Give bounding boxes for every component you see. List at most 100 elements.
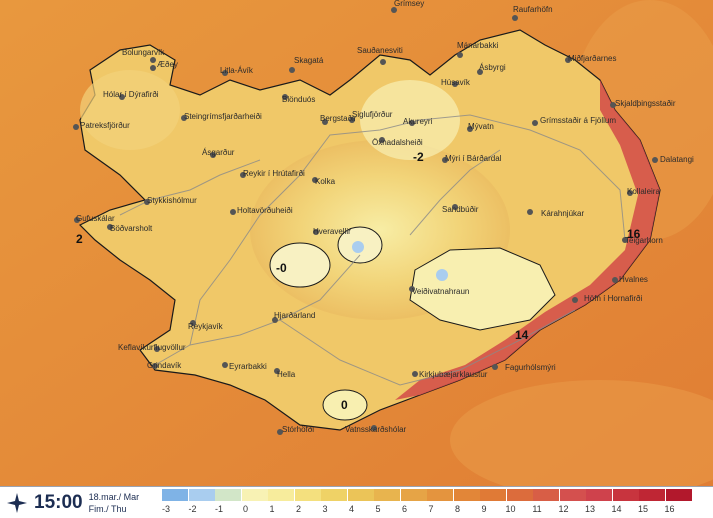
station-label: Kirkjubæjarklaustur bbox=[419, 370, 488, 379]
station-marker bbox=[572, 297, 578, 303]
station-marker bbox=[627, 190, 633, 196]
station-marker bbox=[282, 94, 288, 100]
station-label: Kollaleira bbox=[627, 187, 660, 196]
station-label: Reykir í Hrútafirði bbox=[243, 169, 305, 178]
legend-tick-label: 2 bbox=[295, 504, 302, 514]
temperature-value: 14 bbox=[515, 328, 529, 342]
station-label: Stykkishólmur bbox=[147, 196, 197, 205]
station-label: Höfn í Hornafirði bbox=[584, 294, 642, 303]
legend-swatch bbox=[612, 489, 639, 501]
time-block: 15:00 18.mar./ Mar Fim./ Thu bbox=[0, 487, 160, 518]
station-label: Böðvarsholt bbox=[110, 224, 153, 233]
station-marker bbox=[409, 120, 415, 126]
station-marker bbox=[532, 120, 538, 126]
station-marker bbox=[467, 126, 473, 132]
station-label: Bergstaðir bbox=[320, 114, 357, 123]
station-label: Steingrímsfjarðarheiði bbox=[184, 112, 262, 121]
station-marker bbox=[565, 57, 571, 63]
station-label: Kárahnjúkar bbox=[541, 209, 584, 218]
station-label: Fagurhólsmýri bbox=[505, 363, 556, 372]
station-label: Bolungarvík bbox=[122, 48, 165, 57]
legend-swatch bbox=[188, 489, 215, 501]
station-label: Keflavíkurflugvöllur bbox=[118, 343, 186, 352]
temperature-labels: -2 2 -0 0 14 16 bbox=[76, 150, 641, 412]
temperature-value: 16 bbox=[627, 227, 641, 241]
legend-swatch bbox=[639, 489, 665, 501]
station-marker bbox=[230, 209, 236, 215]
temperature-value: 0 bbox=[341, 398, 348, 412]
station-label: Akureyri bbox=[403, 117, 433, 126]
temperature-value: -2 bbox=[413, 150, 424, 164]
legend-tick-label: 11 bbox=[532, 504, 542, 514]
glacier-outline bbox=[322, 389, 368, 421]
station-label: Húsavík bbox=[441, 78, 471, 87]
forecast-date-line2: Fim./ Thu bbox=[88, 504, 127, 514]
station-label: Hveravellir bbox=[313, 227, 351, 236]
station-marker bbox=[622, 237, 628, 243]
legend-tick-label: 12 bbox=[558, 504, 569, 514]
station-label: Holtavörðuheiði bbox=[237, 206, 293, 215]
station-marker bbox=[274, 368, 280, 374]
station-marker bbox=[412, 371, 418, 377]
legend-tick-label: 15 bbox=[637, 504, 649, 514]
station-label: Veiðivatnahraun bbox=[412, 287, 469, 296]
legend-tick-label: 0 bbox=[242, 504, 249, 514]
station-label: Reykjavík bbox=[188, 322, 224, 331]
station-marker bbox=[477, 69, 483, 75]
station-label: Litla-Ávík bbox=[220, 66, 254, 75]
westfjords-area bbox=[80, 70, 180, 150]
station-label: Mánárbakki bbox=[457, 41, 499, 50]
station-marker bbox=[181, 115, 187, 121]
station-marker bbox=[409, 286, 415, 292]
station-label: Kolka bbox=[315, 177, 336, 186]
station-marker bbox=[190, 320, 196, 326]
station-marker bbox=[527, 209, 533, 215]
station-label: Teigarhorn bbox=[625, 236, 663, 245]
temperature-map: Grímsey Raufarhöfn Sauðanesviti Mánárbakki B… bbox=[0, 0, 713, 486]
station-marker bbox=[150, 65, 156, 71]
legend-tick-label: 1 bbox=[269, 504, 275, 514]
station-marker bbox=[210, 152, 216, 158]
station-label: Patreksfjörður bbox=[80, 121, 130, 130]
station-label: Stórhöfði bbox=[282, 425, 314, 434]
temperature-value: -0 bbox=[276, 261, 287, 275]
station-label: Eyrarbakki bbox=[229, 362, 267, 371]
legend-swatch bbox=[453, 489, 480, 501]
station-marker bbox=[240, 172, 246, 178]
legend-swatch bbox=[427, 489, 453, 501]
legend-tick-label: 8 bbox=[454, 504, 461, 514]
station-labels: Grímsey Raufarhöfn Sauðanesviti Mánárbakki B… bbox=[76, 0, 694, 434]
wind-compass-icon bbox=[7, 493, 27, 513]
station-label: Ásgarður bbox=[202, 148, 235, 157]
legend-swatch bbox=[480, 489, 506, 501]
legend-swatch bbox=[294, 489, 321, 501]
legend-tick-label: 10 bbox=[505, 504, 516, 514]
legend-swatch bbox=[321, 489, 347, 501]
glacier-outline bbox=[409, 247, 556, 331]
legend-tick-label: 5 bbox=[375, 504, 381, 514]
station-label: Miðfjarðarnes bbox=[568, 54, 616, 63]
legend-swatch bbox=[215, 489, 241, 501]
station-label: Grímsstaðir á Fjöllum bbox=[540, 116, 616, 125]
station-marker bbox=[119, 94, 125, 100]
sea-warm-patch bbox=[450, 380, 713, 486]
legend-tick-label: 7 bbox=[428, 504, 434, 514]
glacier-cold-spot bbox=[352, 241, 364, 253]
station-label: Hólar í Dýrafirði bbox=[103, 90, 159, 99]
station-marker bbox=[107, 224, 113, 230]
station-marker bbox=[442, 157, 448, 163]
station-label: Öxnadalsheiði bbox=[372, 138, 423, 147]
legend-tick-label: 3 bbox=[322, 504, 328, 514]
station-label: Hvalnes bbox=[619, 275, 648, 284]
station-label: Mývatn bbox=[468, 122, 494, 131]
station-label: Skagatá bbox=[294, 56, 324, 65]
legend-swatch bbox=[374, 489, 400, 501]
station-label: Grímsey bbox=[394, 0, 424, 8]
station-label: Sauðanesviti bbox=[357, 46, 403, 55]
legend-tick-label: -2 bbox=[188, 504, 197, 514]
station-markers bbox=[73, 7, 658, 435]
legend-tick-label: 13 bbox=[584, 504, 596, 514]
legend-bar: 15:00 18.mar./ Mar Fim./ Thu -3 -2 -1 0 1 2 3 4… bbox=[0, 486, 713, 518]
legend-swatch bbox=[268, 489, 294, 501]
legend-swatch bbox=[347, 489, 374, 501]
